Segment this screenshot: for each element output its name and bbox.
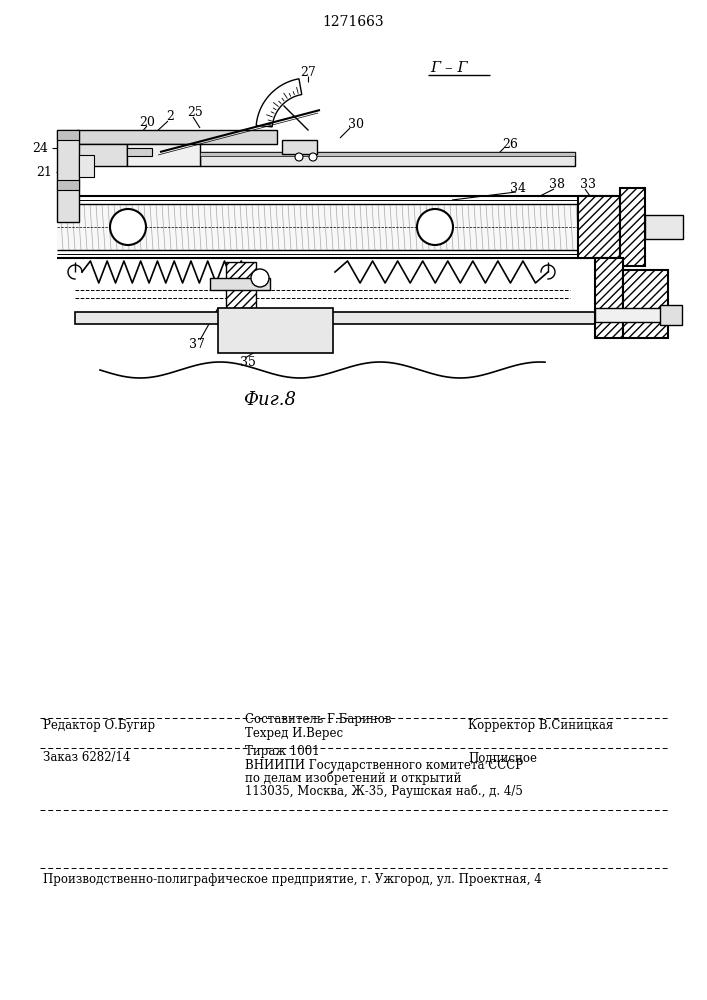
Text: Техред И.Верес: Техред И.Верес	[245, 728, 343, 740]
Circle shape	[295, 153, 303, 161]
Text: Подписное: Подписное	[468, 752, 537, 764]
Bar	[77, 144, 127, 166]
Bar	[645, 215, 683, 239]
Bar	[226, 262, 256, 312]
Text: Производственно-полиграфическое предприятие, г. Ужгород, ул. Проектная, 4: Производственно-полиграфическое предприя…	[43, 874, 542, 886]
Bar	[127, 148, 152, 156]
Bar	[79, 155, 94, 177]
Bar	[75, 312, 595, 324]
Bar	[660, 305, 682, 325]
Bar	[127, 144, 200, 166]
Bar	[282, 140, 317, 154]
Bar	[57, 180, 79, 190]
Text: 38: 38	[549, 178, 565, 192]
Text: 26: 26	[502, 138, 518, 151]
Text: 113035, Москва, Ж-35, Раушская наб., д. 4/5: 113035, Москва, Ж-35, Раушская наб., д. …	[245, 784, 523, 798]
Text: 34: 34	[510, 182, 526, 194]
Text: Составитель Г.Баринов: Составитель Г.Баринов	[245, 714, 392, 726]
Bar	[595, 308, 680, 322]
Circle shape	[417, 209, 453, 245]
Polygon shape	[256, 79, 302, 127]
Bar	[200, 152, 575, 166]
Text: 20: 20	[139, 115, 155, 128]
Text: 35: 35	[240, 356, 256, 368]
Text: по делам изобретений и открытий: по делам изобретений и открытий	[245, 771, 462, 785]
Text: Редактор О.Бугир: Редактор О.Бугир	[43, 720, 155, 732]
Text: 30: 30	[348, 118, 364, 131]
Circle shape	[251, 269, 269, 287]
Text: Тираж 1001: Тираж 1001	[245, 746, 320, 758]
Circle shape	[110, 209, 146, 245]
Bar	[620, 188, 645, 266]
Bar	[57, 130, 79, 222]
Text: 2: 2	[166, 110, 174, 123]
Text: ВНИИПИ Государственного комитета СССР: ВНИИПИ Государственного комитета СССР	[245, 758, 523, 772]
Text: Заказ 6282/14: Заказ 6282/14	[43, 752, 130, 764]
Text: 1271663: 1271663	[322, 15, 384, 29]
Bar	[623, 270, 668, 338]
Bar	[57, 130, 79, 140]
Text: Фиг.8: Фиг.8	[243, 391, 296, 409]
Text: 37: 37	[189, 338, 205, 352]
Text: Г – Г: Г – Г	[430, 61, 467, 75]
Bar	[200, 152, 575, 156]
Text: 27: 27	[300, 66, 316, 79]
Bar	[210, 278, 270, 290]
Text: 21: 21	[36, 165, 52, 178]
Bar	[77, 130, 277, 144]
Bar	[218, 308, 333, 353]
Text: 24: 24	[32, 141, 48, 154]
Bar	[578, 196, 620, 258]
Text: 25: 25	[187, 106, 203, 119]
Text: Корректор В.Синицкая: Корректор В.Синицкая	[468, 720, 613, 732]
Circle shape	[309, 153, 317, 161]
Text: 33: 33	[580, 178, 596, 192]
Bar	[595, 258, 623, 338]
Bar	[57, 204, 607, 250]
